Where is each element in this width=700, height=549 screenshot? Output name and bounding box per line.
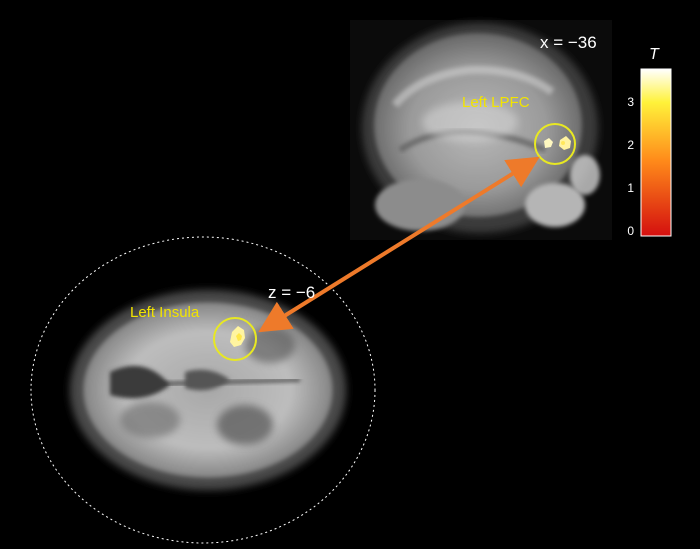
sagittal-slice-image: [350, 20, 612, 240]
axial-activation: [230, 326, 245, 347]
colorbar-gradient: [640, 68, 672, 237]
lpfc-roi-label: Left LPFC: [462, 94, 530, 111]
colorbar-tick-1: 1: [627, 181, 634, 195]
lpfc-roi-circle: [534, 123, 576, 165]
insula-roi-circle: [213, 317, 257, 361]
colorbar-tick-3: 3: [627, 95, 634, 109]
colorbar-tick-2: 2: [627, 138, 634, 152]
axial-slice-image: [30, 236, 376, 544]
sagittal-activation: [544, 136, 571, 150]
sagittal-coordinate-label: x = −36: [540, 33, 597, 52]
connectivity-arrow: [258, 156, 540, 333]
insula-roi-label: Left Insula: [130, 304, 200, 321]
colorbar-tick-0: 0: [627, 224, 634, 238]
head-outline-ring: [30, 236, 376, 544]
colorbar-title: T: [649, 46, 659, 63]
axial-coordinate-label: z = −6: [268, 283, 316, 302]
colorbar: [640, 68, 672, 237]
